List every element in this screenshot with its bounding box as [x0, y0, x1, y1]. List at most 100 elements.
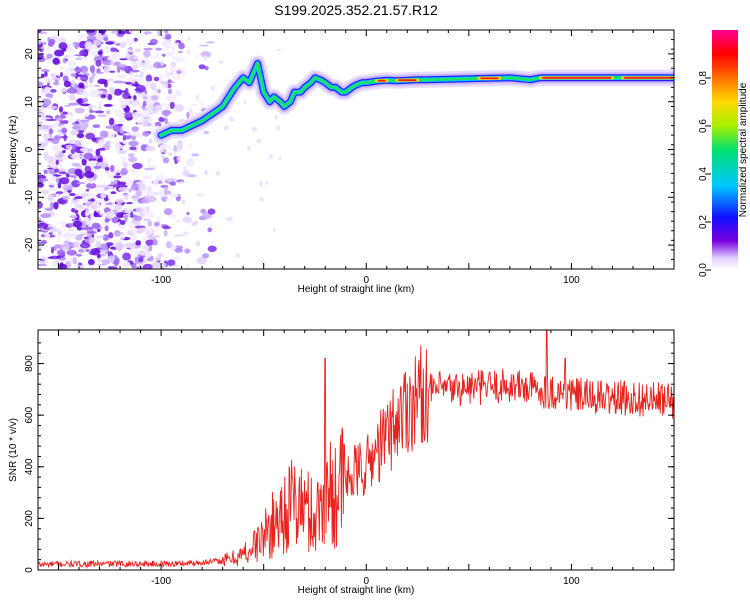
noise-blob [167, 259, 176, 267]
noise-blob [165, 33, 172, 40]
spectrogram-x-label: Height of straight line (km) [298, 284, 415, 295]
noise-blob [99, 212, 106, 216]
noise-blob [88, 259, 95, 266]
noise-blob [40, 213, 52, 219]
noise-blob [108, 117, 115, 126]
noise-blob [142, 131, 150, 137]
noise-blob [51, 144, 63, 153]
noise-blob [105, 242, 114, 247]
noise-blob [91, 204, 97, 210]
noise-blob [127, 95, 132, 99]
noise-blob [145, 187, 150, 192]
noise-blob [94, 186, 101, 193]
noise-blob [143, 167, 155, 171]
noise-blob [84, 84, 89, 89]
noise-blob [96, 66, 104, 69]
noise-blob [78, 263, 83, 266]
noise-blob [133, 56, 140, 59]
noise-blob [104, 225, 109, 232]
noise-blob [182, 216, 193, 223]
noise-blob [113, 80, 124, 84]
noise-blob [90, 158, 97, 161]
noise-blob [145, 212, 155, 218]
noise-blob [94, 110, 105, 114]
noise-blob [96, 265, 100, 269]
noise-blob [46, 46, 51, 52]
noise-blob [70, 148, 76, 155]
y-tick-label: 600 [24, 406, 35, 423]
noise-blob [195, 54, 199, 58]
noise-blob [164, 117, 169, 125]
noise-blob [78, 130, 84, 135]
noise-blob [70, 73, 77, 78]
noise-blob [40, 73, 45, 79]
noise-blob [82, 97, 89, 103]
y-tick-label: 200 [24, 510, 35, 527]
snr-x-label: Height of straight line (km) [298, 585, 415, 596]
noise-blob [71, 199, 80, 202]
noise-blob [96, 253, 101, 259]
noise-blob [91, 50, 100, 58]
noise-blob [58, 42, 68, 50]
noise-blob [108, 132, 116, 139]
noise-blob [119, 233, 126, 240]
noise-blob [39, 129, 49, 133]
noise-blob [51, 77, 62, 81]
noise-blob [38, 101, 44, 107]
noise-blob [129, 71, 133, 76]
noise-blob [162, 157, 170, 164]
noise-blob [54, 168, 60, 173]
noise-blob [68, 102, 79, 106]
noise-blob [142, 263, 153, 269]
noise-blob [200, 102, 205, 109]
noise-blob [164, 208, 173, 216]
noise-blob [105, 141, 111, 145]
noise-blob [44, 86, 51, 92]
noise-blob [118, 186, 129, 192]
noise-blob [141, 245, 150, 251]
noise-blob [189, 144, 192, 148]
noise-blob [278, 156, 282, 160]
noise-blob [210, 85, 215, 91]
noise-blob [164, 70, 170, 79]
noise-blob [122, 127, 131, 130]
noise-blob [91, 137, 97, 142]
noise-blob [84, 55, 88, 61]
noise-blob [110, 181, 114, 186]
noise-blob [161, 53, 166, 57]
noise-blob [38, 146, 47, 152]
noise-blob [55, 115, 60, 119]
noise-blob [186, 111, 190, 119]
noise-blob [111, 216, 119, 224]
noise-blob [105, 211, 116, 219]
noise-blob [49, 38, 56, 45]
noise-blob [230, 118, 234, 122]
noise-blob [58, 37, 67, 44]
noise-blob [147, 190, 154, 196]
noise-blob [78, 34, 86, 37]
snr-panel: -100 0 100 0 200 400 600 800 Height of straigh… [8, 329, 675, 596]
noise-blob [144, 109, 155, 114]
noise-blob [133, 74, 141, 77]
noise-blob [68, 228, 73, 231]
noise-blob [67, 47, 73, 52]
noise-blob [168, 214, 177, 219]
noise-blob [84, 80, 89, 85]
noise-blob [103, 37, 109, 41]
noise-blob [55, 191, 64, 195]
noise-blob [66, 87, 78, 94]
noise-blob [115, 43, 121, 46]
noise-blob [57, 233, 63, 238]
noise-blob [38, 106, 44, 111]
noise-blob [64, 55, 69, 58]
noise-blob [103, 103, 113, 107]
noise-blob [174, 57, 186, 63]
noise-blob [153, 221, 160, 227]
noise-blob [179, 181, 185, 185]
noise-blob [75, 254, 83, 257]
y-tick-label: 800 [24, 355, 35, 372]
noise-blob [88, 237, 95, 243]
noise-blob [143, 50, 151, 58]
noise-blob [38, 81, 44, 88]
noise-blob [137, 119, 145, 126]
